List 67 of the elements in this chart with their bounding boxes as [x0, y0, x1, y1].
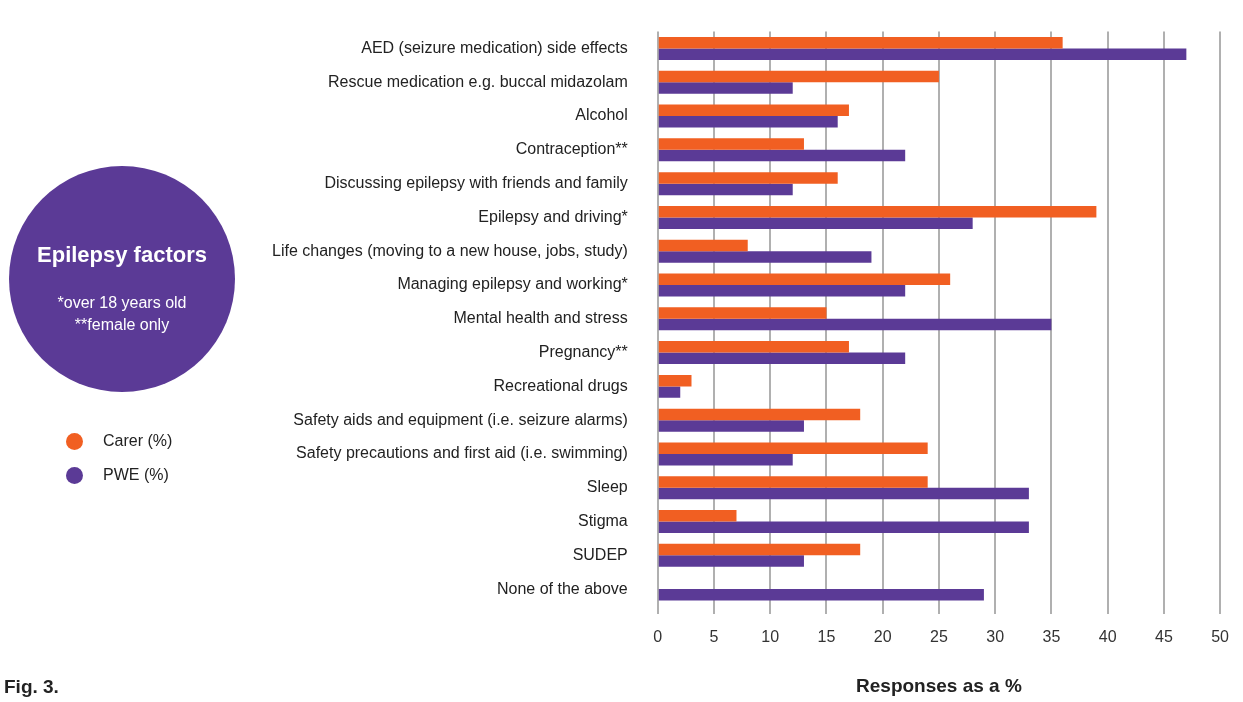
x-tick-label: 35 [1042, 628, 1061, 646]
bar [658, 386, 681, 398]
y-tick-label: Safety precautions and first aid (i.e. swimming) [296, 444, 628, 462]
legend-label: Carer (%) [103, 432, 173, 450]
text: Epilepsy factors [36, 242, 208, 268]
y-tick-label: Recreational drugs [493, 376, 628, 394]
bar [658, 442, 928, 454]
y-tick-label: Stigma [577, 511, 628, 529]
bar [658, 318, 1052, 331]
legend-label: PWE (%) [103, 466, 169, 484]
y-tick-label: Managing epilepsy and working* [397, 275, 628, 293]
y-tick-label: Sleep [586, 478, 628, 496]
bar [658, 251, 872, 263]
bar [658, 510, 737, 522]
bar [658, 37, 1063, 49]
bar [658, 273, 951, 286]
bar [658, 149, 906, 162]
bar [658, 285, 906, 297]
x-tick-label: 50 [1211, 628, 1230, 646]
bar [658, 138, 804, 150]
y-tick-label: AED (seizure medication) side effects [361, 38, 628, 56]
y-tick-label: Pregnancy** [538, 342, 628, 360]
bar [658, 476, 928, 488]
bar [658, 341, 849, 353]
y-tick-label: Safety aids and equipment (i.e. seizure alarms) [293, 410, 628, 428]
y-tick-label: Contraception** [515, 140, 628, 158]
x-tick-label: 40 [1098, 628, 1117, 646]
y-tick-label: Mental health and stress [453, 309, 628, 327]
caption: Fig. 3. [4, 676, 59, 698]
bar [658, 521, 1029, 534]
y-tick-label: None of the above [496, 579, 628, 597]
x-tick-label: 0 [653, 628, 663, 646]
x-tick-label: 15 [817, 628, 836, 646]
bar [658, 183, 793, 196]
x-tick-label: 5 [709, 628, 719, 646]
y-tick-label: Life changes (moving to a new house, jobs, study) [271, 241, 628, 259]
x-tick-label: 25 [930, 628, 948, 646]
bar [658, 352, 906, 365]
bar [658, 543, 861, 556]
bar [658, 589, 984, 601]
bar [658, 104, 849, 117]
bar [658, 48, 1187, 60]
bar [658, 116, 838, 128]
bar [658, 239, 748, 252]
bar [658, 487, 1029, 500]
bar [658, 374, 692, 387]
bar [658, 420, 804, 432]
bar [658, 555, 804, 567]
x-tick-label: 20 [873, 628, 892, 646]
y-tick-label: Discussing epilepsy with friends and family [324, 174, 628, 192]
bar [658, 70, 939, 83]
x-tick-label: 10 [761, 628, 780, 646]
bar [658, 307, 827, 319]
x-tick-label: 30 [986, 628, 1005, 646]
y-tick-label: SUDEP [572, 545, 628, 563]
text: *over 18 years old **female only [56, 293, 188, 335]
bar [658, 453, 793, 466]
x-axis-title: Responses as a % [856, 674, 1022, 696]
bar [658, 217, 973, 229]
bar [658, 205, 1097, 218]
bar [658, 172, 838, 184]
x-tick-label: 45 [1154, 628, 1173, 646]
y-tick-label: Epilepsy and driving* [478, 207, 628, 225]
bar [658, 408, 861, 421]
y-tick-label: Rescue medication e.g. buccal midazolam [328, 72, 628, 90]
y-tick-label: Alcohol [575, 106, 628, 124]
bar [658, 82, 793, 94]
